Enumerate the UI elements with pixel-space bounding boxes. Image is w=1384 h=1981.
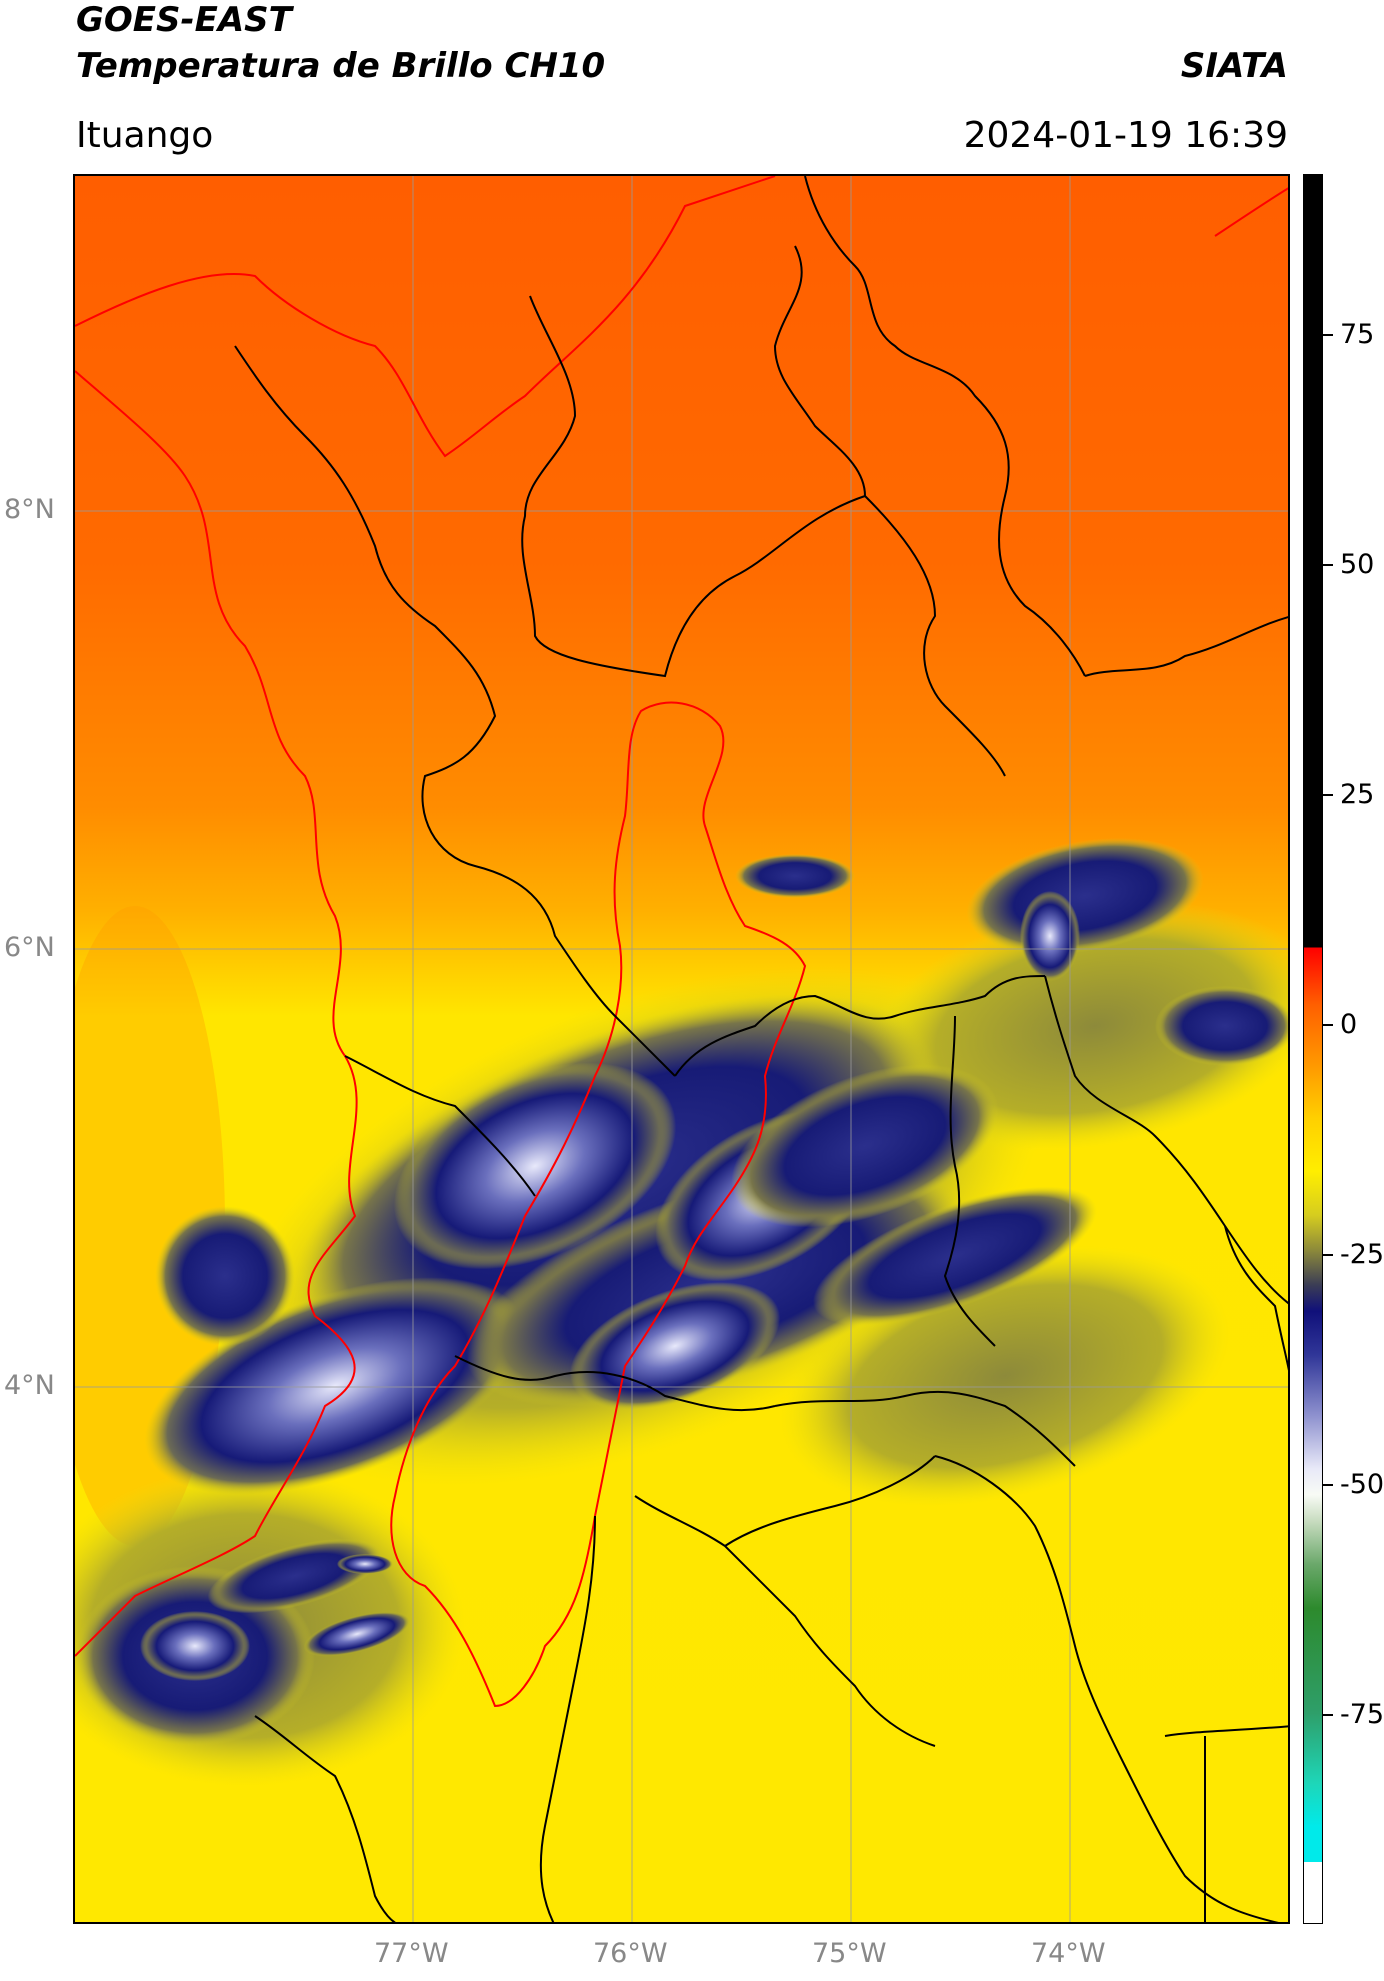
colorbar-tick-minus25: -25: [1340, 1239, 1384, 1270]
colorbar: [1303, 174, 1323, 1924]
colorbar-tick-0: 0: [1340, 1009, 1358, 1040]
region-label: Ituango: [76, 115, 214, 156]
lon-label-74w: 74°W: [1031, 1938, 1106, 1969]
colorbar-tick-25: 25: [1340, 779, 1375, 810]
admin-borders: [234, 176, 1288, 1922]
coastline: [75, 370, 358, 1657]
lat-label-8n: 8°N: [4, 494, 55, 525]
graticule: [75, 176, 1288, 1922]
lon-label-76w: 76°W: [593, 1938, 668, 1969]
lat-label-4n: 4°N: [4, 1370, 55, 1401]
ituango-outline: [390, 701, 807, 1708]
colorbar-tick-minus50: -50: [1340, 1469, 1384, 1500]
lat-label-6n: 6°N: [4, 932, 55, 963]
datetime-label: 2024-01-19 16:39: [963, 115, 1288, 156]
lon-label-75w: 75°W: [812, 1938, 887, 1969]
lon-label-77w: 77°W: [374, 1938, 449, 1969]
satellite-title: GOES-EAST: [76, 0, 292, 40]
product-title: Temperatura de Brillo CH10: [76, 46, 606, 86]
agency-label: SIATA: [1180, 46, 1288, 86]
colorbar-tick-75: 75: [1340, 319, 1375, 350]
colorbar-tick-minus75: -75: [1340, 1699, 1384, 1730]
colorbar-tick-50: 50: [1340, 549, 1375, 580]
brightness-temperature-map[interactable]: [73, 174, 1290, 1924]
